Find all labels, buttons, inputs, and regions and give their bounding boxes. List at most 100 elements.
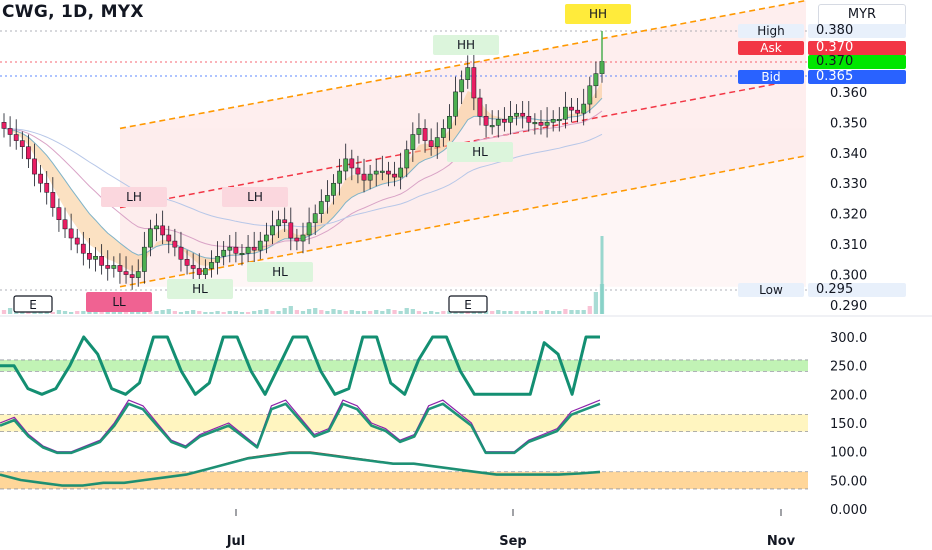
candle-body <box>440 128 446 138</box>
candle-body <box>111 265 117 269</box>
volume-bar <box>331 309 336 314</box>
volume-bar <box>294 310 300 314</box>
candle-body <box>68 228 74 239</box>
candle-body <box>325 195 330 202</box>
candle-body <box>477 97 483 117</box>
candle-body <box>7 128 13 135</box>
candle-body <box>264 234 269 242</box>
swing-label-hl: HL <box>447 142 513 162</box>
candle-body <box>465 67 471 80</box>
volume-bar <box>123 311 129 314</box>
volume-bar <box>306 309 312 314</box>
candle-body <box>1 122 7 129</box>
last-price-value: 0.370 <box>808 55 906 69</box>
swing-label-text: HH <box>457 38 475 52</box>
volume-bar <box>343 311 348 314</box>
volume-bar <box>367 311 373 314</box>
volume-bar <box>483 311 489 314</box>
volume-bar <box>563 309 568 314</box>
candle-body <box>581 103 587 114</box>
volume-bar <box>551 311 556 314</box>
time-tick-label: Nov <box>767 534 796 549</box>
volume-bar <box>361 311 367 314</box>
volume-bar <box>239 312 245 314</box>
volume-bar <box>441 311 446 314</box>
candle-body <box>508 115 513 123</box>
swing-label-text: LL <box>112 295 126 309</box>
swing-label-box <box>222 187 288 207</box>
candle-body <box>276 219 281 227</box>
channel-upper-line <box>119 0 807 130</box>
osc-tick-label: 50.00 <box>830 474 867 489</box>
volume-bar <box>215 311 220 314</box>
osc-tick-label: 150.0 <box>830 417 867 432</box>
candle-body <box>202 268 208 275</box>
candle-body <box>526 115 532 123</box>
volume-bar <box>398 311 403 314</box>
volume-bar <box>252 311 257 314</box>
candlestick-series[interactable] <box>1 31 605 290</box>
candle-body <box>501 119 507 123</box>
volume-bar <box>75 311 80 314</box>
ask-value: 0.370 <box>808 41 906 55</box>
volume-bar <box>270 311 275 314</box>
swing-label-box <box>565 4 631 24</box>
candle-body <box>154 225 159 230</box>
volume-bar <box>227 311 232 314</box>
swing-label-hl: HL <box>247 262 313 282</box>
time-tick-label: Jul <box>226 534 246 549</box>
volume-bar <box>7 308 13 314</box>
candle-body <box>221 249 227 257</box>
candle-body <box>459 79 465 93</box>
volume-bars <box>1 236 605 314</box>
volume-bar <box>404 308 409 314</box>
volume-bar <box>416 311 422 314</box>
candle-body <box>550 119 556 123</box>
candle-body <box>569 106 574 111</box>
osc-tick-label: 100.0 <box>830 446 867 461</box>
volume-bar <box>386 309 391 314</box>
candle-body <box>422 128 428 141</box>
candle-body <box>19 140 25 147</box>
volume-bar <box>154 311 159 314</box>
volume-bar <box>569 310 574 314</box>
candle-body <box>447 115 452 129</box>
volume-bar <box>337 310 342 314</box>
candle-body <box>410 134 416 150</box>
volume-bar <box>130 311 135 314</box>
bid-label: Bid <box>738 70 804 84</box>
volume-bar <box>349 310 354 314</box>
volume-bar <box>221 312 226 314</box>
volume-bar <box>593 292 599 314</box>
volume-bar <box>87 312 92 314</box>
swing-label-lh: LH <box>101 187 167 207</box>
candle-body <box>141 246 147 272</box>
candle-body <box>312 213 318 224</box>
oscillator-pane <box>0 335 808 490</box>
candle-body <box>587 85 593 105</box>
candle-body <box>361 173 367 181</box>
candle-body <box>270 225 275 236</box>
candle-body <box>495 119 501 126</box>
volume-bar <box>203 312 208 314</box>
volume-bar <box>117 312 123 314</box>
swing-label-hl: HL <box>167 279 233 299</box>
candle-body <box>575 109 580 114</box>
candle-body <box>331 182 336 196</box>
earnings-box <box>448 295 488 313</box>
chart-title: CWG, 1D, MYX <box>2 2 144 22</box>
candle-body <box>135 271 141 278</box>
candle-body <box>306 222 312 236</box>
candle-body <box>62 219 68 230</box>
swing-label-text: HL <box>472 145 488 159</box>
volume-bar <box>581 310 586 314</box>
candle-body <box>593 73 599 87</box>
price-tick-label: 0.310 <box>830 238 867 253</box>
volume-bar <box>264 309 269 314</box>
price-tick-label: 0.350 <box>830 116 867 131</box>
candle-body <box>343 158 349 172</box>
volume-bar <box>148 312 153 314</box>
candle-body <box>428 140 434 147</box>
earnings-text: E <box>29 298 37 312</box>
